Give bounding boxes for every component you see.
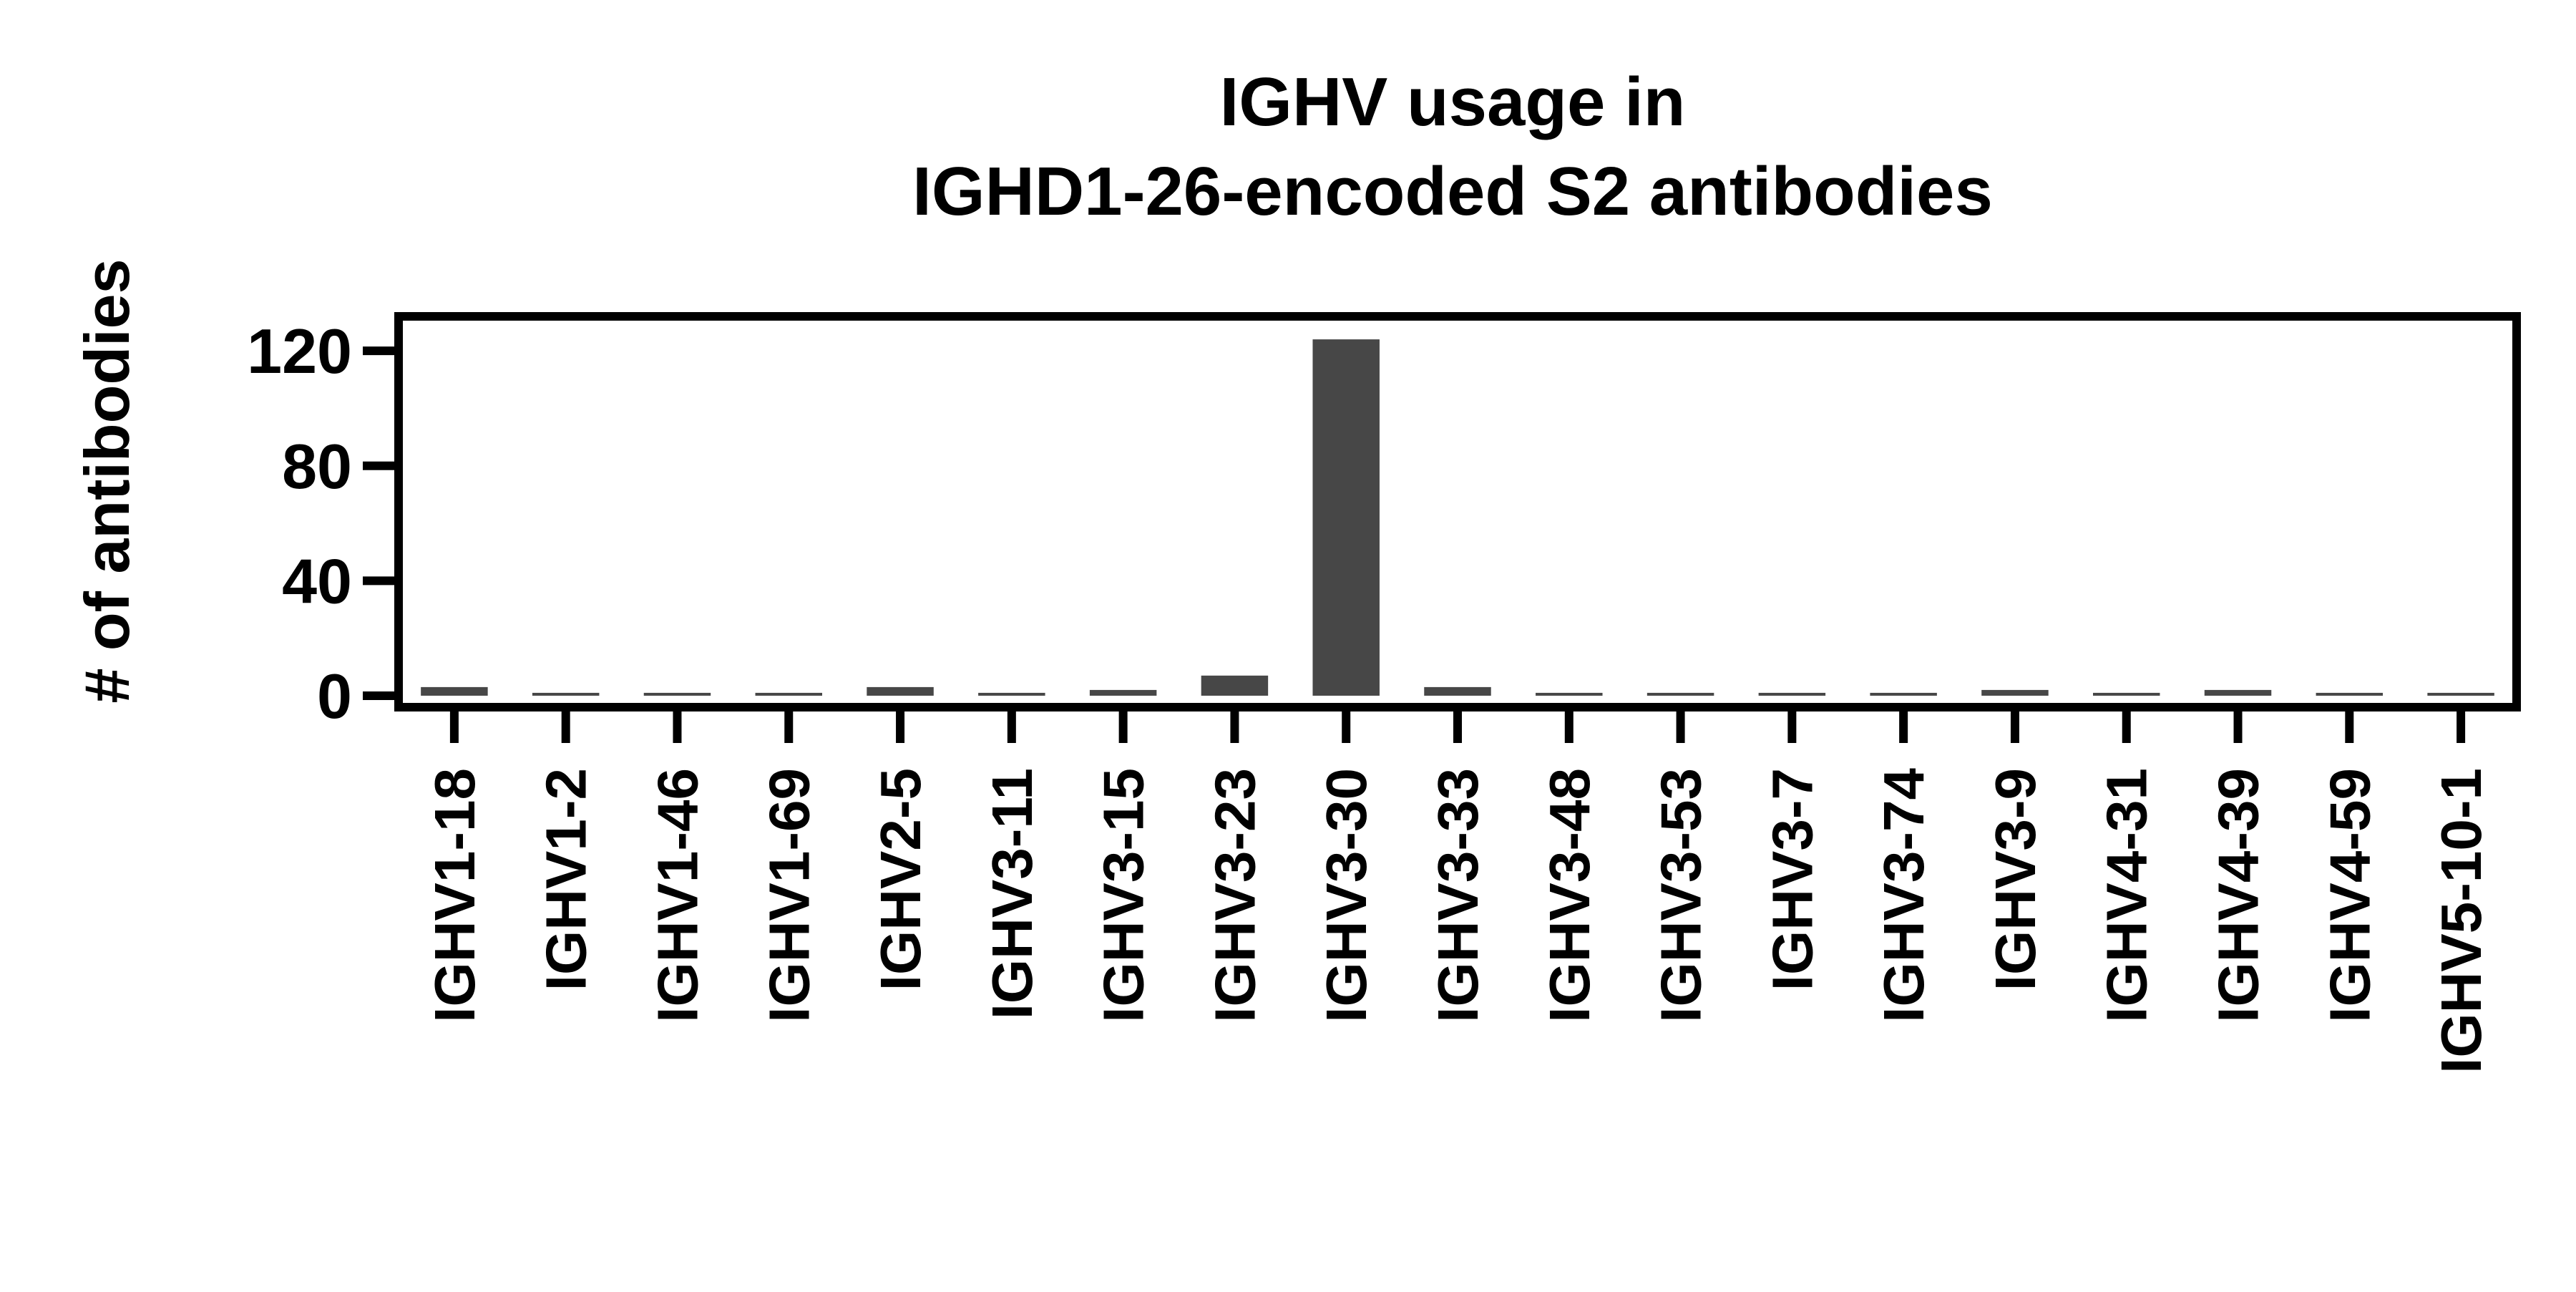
bar-ighv3-9 [1981,689,2049,696]
bar-ighv3-30 [1312,339,1380,696]
x-tick-label: IGHV3-23 [1203,768,1267,1023]
x-axis-ticks: IGHV1-18 IGHV1-2 IGHV1-46 IGHV1-69 IGHV2-5 IG… [423,707,2493,1074]
bar-ighv3-53 [1646,692,1714,696]
bar-ighv1-2 [532,692,600,696]
bar-ighv1-69 [755,692,822,696]
x-tick-label: IGHV1-18 [423,768,487,1023]
x-tick-label: IGHV3-74 [1872,767,1936,1022]
y-axis-ticks: 0 40 80 120 [247,316,399,732]
x-tick-label: IGHV3-15 [1092,768,1156,1023]
x-tick-label: IGHV2-5 [869,768,932,991]
bar-ighv3-15 [1089,689,1157,696]
y-tick-label: 80 [282,431,352,502]
bar-ighv3-74 [1870,692,1937,696]
x-tick-label: IGHV3-53 [1649,768,1713,1023]
x-tick-label: IGHV1-46 [645,768,709,1023]
x-tick-label: IGHV5-10-1 [2429,768,2493,1074]
bar-ighv4-59 [2316,692,2384,696]
x-tick-label: IGHV4-59 [2318,768,2381,1023]
chart-title-line-2: IGHD1-26-encoded S2 antibodies [912,153,1993,230]
bar-ighv2-5 [867,686,934,696]
chart-title-line-1: IGHV usage in [1220,64,1686,140]
y-tick-label: 40 [282,545,352,616]
bar-ighv3-33 [1424,686,1491,696]
bar-ighv3-7 [1758,692,1826,696]
bar-ighv5-10-1 [2427,692,2494,696]
bar-ighv1-46 [643,692,711,696]
bar-ighv3-48 [1536,692,1603,696]
x-tick-label: IGHV1-69 [757,768,821,1023]
x-tick-label: IGHV3-11 [980,768,1044,1019]
y-axis-label: # of antibodies [72,259,142,704]
y-tick-label: 0 [317,661,352,732]
bars-layer [421,339,2494,696]
y-tick-label: 120 [247,316,352,387]
x-tick-label: IGHV4-31 [2095,768,2159,1023]
bar-ighv3-11 [978,692,1045,696]
bar-ighv4-31 [2093,692,2160,696]
bar-ighv4-39 [2204,689,2272,696]
x-tick-label: IGHV4-39 [2207,768,2270,1023]
x-tick-label: IGHV1-2 [535,768,598,991]
x-tick-label: IGHV3-7 [1760,768,1824,991]
bar-ighv3-23 [1201,675,1269,696]
x-tick-label: IGHV3-9 [1984,768,2047,991]
plot-frame [394,312,2521,711]
bar-ighv1-18 [421,686,488,696]
x-tick-label: IGHV3-48 [1538,768,1601,1023]
x-tick-label: IGHV3-30 [1314,768,1378,1023]
x-tick-label: IGHV3-33 [1426,768,1490,1023]
